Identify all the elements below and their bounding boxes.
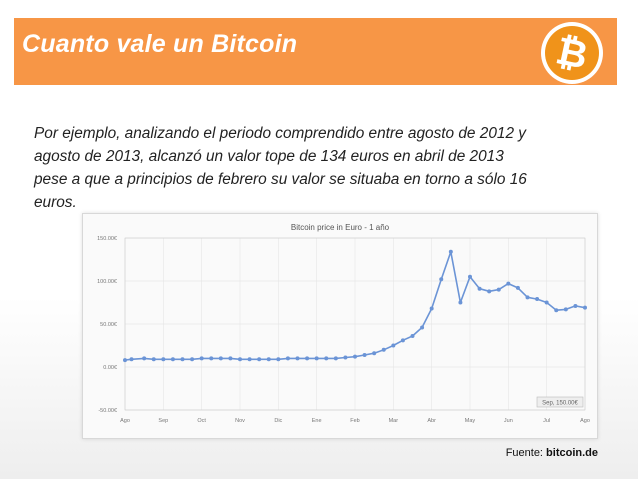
x-tick-label: Feb bbox=[350, 418, 359, 424]
x-tick-label: Ene bbox=[312, 418, 322, 424]
x-tick-label: Nov bbox=[235, 418, 245, 424]
data-point bbox=[372, 351, 377, 356]
body-paragraph: Por ejemplo, analizando el periodo compr… bbox=[34, 122, 614, 214]
data-point bbox=[238, 357, 242, 362]
source-site: bitcoin.de bbox=[546, 447, 598, 459]
x-tick-label: Abr bbox=[427, 418, 436, 424]
data-point bbox=[381, 347, 386, 352]
data-point bbox=[324, 356, 329, 361]
body-line: euros. bbox=[34, 194, 77, 211]
x-tick-label: Jun bbox=[504, 418, 513, 424]
data-point bbox=[525, 295, 530, 300]
x-tick-label: Jul bbox=[543, 418, 550, 424]
chart-title: Bitcoin price in Euro - 1 año bbox=[291, 223, 390, 232]
x-tick-label: Mar bbox=[389, 418, 399, 424]
data-point bbox=[285, 356, 290, 361]
data-point bbox=[180, 357, 185, 362]
data-point bbox=[487, 289, 492, 294]
data-point bbox=[142, 356, 147, 361]
data-point bbox=[563, 307, 568, 312]
data-point bbox=[458, 300, 463, 305]
data-point bbox=[314, 356, 319, 361]
data-point bbox=[276, 357, 281, 362]
x-tick-label: Ago bbox=[580, 418, 590, 424]
data-point bbox=[583, 305, 587, 310]
y-tick-label: 50.00€ bbox=[100, 322, 117, 328]
data-point bbox=[429, 306, 434, 311]
data-point bbox=[468, 274, 472, 279]
body-line: pese a que a principios de febrero su va… bbox=[34, 171, 527, 188]
bitcoin-logo-icon: ₿ bbox=[541, 22, 603, 84]
data-point bbox=[199, 356, 204, 361]
data-point bbox=[151, 357, 156, 362]
slide-title: Cuanto vale un Bitcoin bbox=[22, 30, 298, 58]
data-point bbox=[247, 357, 252, 362]
x-tick-label: Sep bbox=[158, 418, 168, 424]
data-point bbox=[535, 297, 540, 302]
data-point bbox=[515, 285, 520, 290]
data-point bbox=[129, 357, 134, 362]
x-tick-label: Oct bbox=[197, 418, 206, 424]
data-point bbox=[190, 357, 195, 362]
data-point bbox=[161, 357, 166, 362]
source-label: Fuente: bbox=[505, 447, 547, 459]
data-point bbox=[439, 277, 444, 282]
y-tick-label: -50.00€ bbox=[98, 408, 117, 414]
data-point bbox=[353, 354, 357, 359]
data-point bbox=[448, 249, 453, 254]
chart-tooltip-box bbox=[536, 396, 584, 408]
data-point bbox=[391, 343, 396, 348]
body-line: Por ejemplo, analizando el periodo compr… bbox=[34, 125, 526, 142]
data-point bbox=[573, 303, 578, 308]
data-point bbox=[333, 356, 338, 361]
data-point bbox=[362, 352, 367, 357]
data-point bbox=[228, 356, 233, 361]
data-point bbox=[410, 334, 415, 339]
data-point bbox=[295, 356, 300, 361]
data-point bbox=[170, 357, 175, 362]
plot-border bbox=[124, 237, 586, 411]
y-tick-label: 150.00€ bbox=[97, 236, 117, 242]
data-point bbox=[123, 358, 127, 363]
x-tick-label: Dic bbox=[274, 418, 282, 424]
data-point bbox=[506, 281, 511, 286]
data-point bbox=[343, 355, 348, 360]
header-bar bbox=[14, 18, 617, 85]
data-point bbox=[544, 300, 549, 305]
data-point bbox=[305, 356, 310, 361]
data-point bbox=[266, 357, 271, 362]
data-point bbox=[257, 357, 262, 362]
chart-tooltip: Sep, 150.00€ bbox=[542, 401, 578, 407]
price-chart: Bitcoin price in Euro - 1 año 150.00€ 100… bbox=[82, 213, 598, 439]
body-line: agosto de 2013, alcanzó un valor tope de… bbox=[34, 148, 504, 165]
x-tick-label: May bbox=[465, 418, 476, 424]
x-tick-label: Ago bbox=[120, 418, 130, 424]
y-tick-label: 100.00€ bbox=[97, 279, 117, 285]
data-point bbox=[554, 308, 559, 313]
data-point bbox=[218, 356, 223, 361]
data-point bbox=[209, 356, 214, 361]
y-tick-label: 0.00€ bbox=[103, 365, 117, 371]
source-credit: Fuente: bitcoin.de bbox=[506, 447, 598, 459]
data-point bbox=[400, 338, 405, 343]
data-point bbox=[496, 287, 501, 292]
data-point bbox=[420, 325, 425, 330]
data-point bbox=[477, 286, 482, 291]
chart-svg: Bitcoin price in Euro - 1 año 150.00€ 100… bbox=[97, 223, 590, 424]
